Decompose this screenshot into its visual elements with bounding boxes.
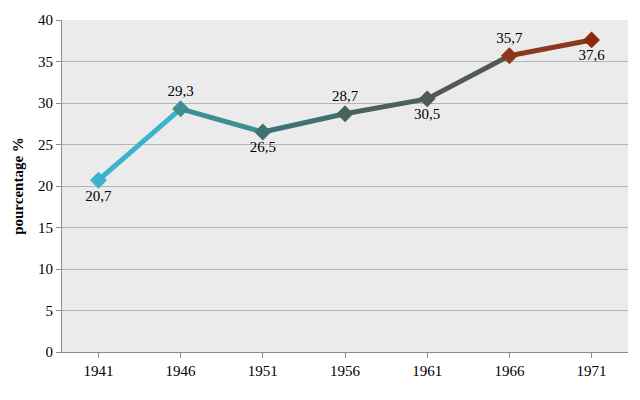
svg-text:pourcentage %: pourcentage % <box>10 137 26 235</box>
svg-text:1951: 1951 <box>248 363 278 379</box>
svg-text:15: 15 <box>38 220 53 236</box>
svg-text:1961: 1961 <box>412 363 442 379</box>
svg-text:5: 5 <box>46 303 54 319</box>
svg-text:28,7: 28,7 <box>332 88 359 104</box>
svg-text:29,3: 29,3 <box>167 83 193 99</box>
svg-text:35: 35 <box>38 54 53 70</box>
svg-text:1946: 1946 <box>166 363 197 379</box>
svg-text:30: 30 <box>38 95 53 111</box>
svg-text:30,5: 30,5 <box>414 106 440 122</box>
svg-text:37,6: 37,6 <box>578 47 605 63</box>
svg-text:1971: 1971 <box>577 363 607 379</box>
svg-text:1966: 1966 <box>494 363 525 379</box>
svg-text:20,7: 20,7 <box>85 188 112 204</box>
svg-text:40: 40 <box>38 12 53 28</box>
svg-text:10: 10 <box>38 261 53 277</box>
svg-text:25: 25 <box>38 137 53 153</box>
svg-text:1941: 1941 <box>83 363 113 379</box>
svg-text:0: 0 <box>46 344 54 360</box>
svg-text:1956: 1956 <box>330 363 361 379</box>
svg-text:20: 20 <box>38 178 53 194</box>
svg-text:35,7: 35,7 <box>496 30 523 46</box>
svg-text:26,5: 26,5 <box>250 139 276 155</box>
